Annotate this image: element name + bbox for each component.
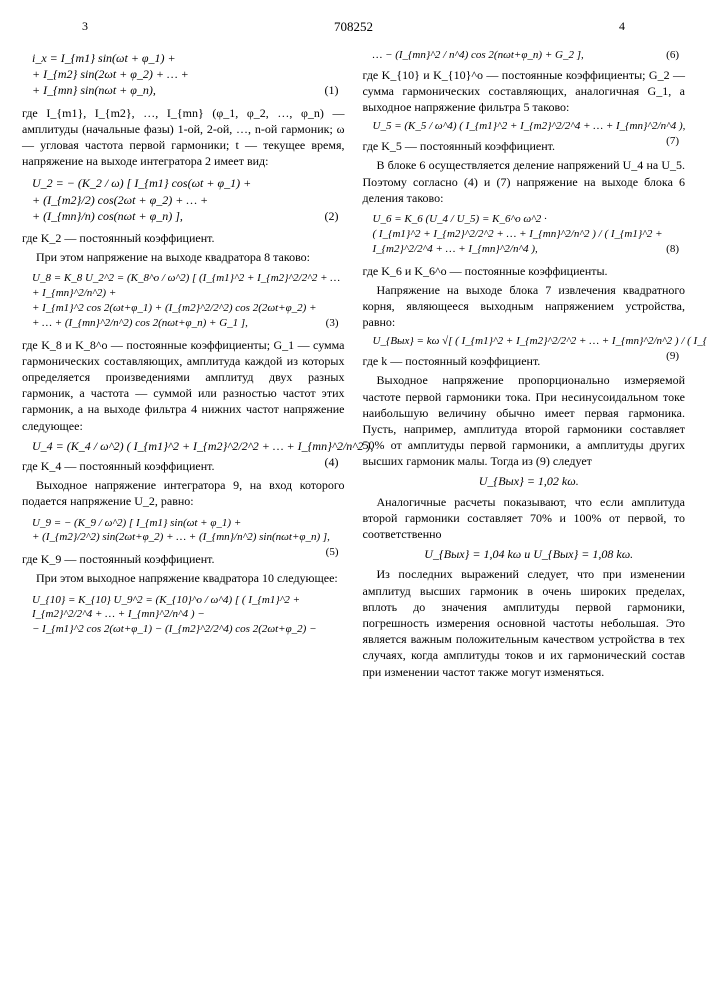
paragraph: где K_{10} и K_{10}^o — постоянные коэфф… xyxy=(363,67,686,116)
paragraph: Выходное напряжение интегратора 9, на вх… xyxy=(22,477,345,509)
eq-line: + (I_{m2}/2) cos(2ωt + φ_2) + … + xyxy=(32,192,345,208)
eq-text: U_{Вых} = kω √[ ( I_{m1}^2 + I_{m2}^2/2^… xyxy=(373,335,707,347)
patent-number: 708252 xyxy=(334,18,373,36)
equation-2: U_2 = − (K_2 / ω) [ I_{m1} cos(ωt + φ_1)… xyxy=(32,175,345,224)
equation-7: U_5 = (K_5 / ω^4) ( I_{m1}^2 + I_{m2}^2/… xyxy=(373,119,686,134)
eq-number: (6) xyxy=(666,48,679,63)
equation-11: U_{Вых} = 1,04 kω и U_{Вых} = 1,08 kω. xyxy=(373,546,686,562)
eq-number: (4) xyxy=(325,454,339,470)
eq-line: + I_{mn} sin(nωt + φ_n), (1) xyxy=(32,82,345,98)
paragraph: Выходное напряжение пропорционально изме… xyxy=(363,372,686,469)
eq-line: ( I_{m1}^2 + I_{m2}^2/2^2 + … + I_{mn}^2… xyxy=(373,227,686,257)
eq-line: U_{10} = K_{10} U_9^2 = (K_{10}^o / ω^4)… xyxy=(32,593,345,623)
paragraph: Аналогичные расчеты показывают, что если… xyxy=(363,494,686,543)
right-column: … − (I_{mn}^2 / n^4) cos 2(nωt+φ_n) + G_… xyxy=(363,44,686,683)
eq-text: ( I_{m1}^2 + I_{m2}^2/2^2 + … + I_{mn}^2… xyxy=(373,228,663,255)
equation-10: U_{Вых} = 1,02 kω. xyxy=(373,473,686,489)
eq-text: U_4 = (K_4 / ω^2) ( I_{m1}^2 + I_{m2}^2/… xyxy=(32,439,373,453)
eq-line: U_6 = K_6 (U_4 / U_5) = K_6^o ω^2 · xyxy=(373,212,686,227)
equation-6-end: … − (I_{mn}^2 / n^4) cos 2(nωt+φ_n) + G_… xyxy=(373,48,686,63)
paragraph: где K_4 — постоянный коэффициент. xyxy=(22,458,345,474)
eq-line: − I_{m1}^2 cos 2(ωt+φ_1) − (I_{m2}^2/2^4… xyxy=(32,622,345,637)
equation-6-start: U_{10} = K_{10} U_9^2 = (K_{10}^o / ω^4)… xyxy=(32,593,345,638)
eq-text: U_{Вых} = 1,04 kω и U_{Вых} = 1,08 kω. xyxy=(424,547,633,561)
paragraph: где K_9 — постоянный коэффициент. xyxy=(22,551,345,567)
equation-3: U_8 = K_8 U_2^2 = (K_8^o / ω^2) [ (I_{m1… xyxy=(32,271,345,330)
equation-8: U_6 = K_6 (U_4 / U_5) = K_6^o ω^2 · ( I_… xyxy=(373,212,686,257)
eq-line: + … + (I_{mn}^2/n^2) cos 2(nωt+φ_n) + G_… xyxy=(32,316,345,331)
eq-number: (9) xyxy=(666,349,679,364)
content-columns: i_x = I_{m1} sin(ωt + φ_1) + + I_{m2} si… xyxy=(22,44,685,683)
right-page-number: 4 xyxy=(619,18,625,34)
paragraph: где K_8 и K_8^o — постоянные коэффициент… xyxy=(22,337,345,434)
eq-line: U_2 = − (K_2 / ω) [ I_{m1} cos(ωt + φ_1)… xyxy=(32,175,345,191)
paragraph: В блоке 6 осуществляется деление напряже… xyxy=(363,157,686,206)
equation-5: U_9 = − (K_9 / ω^2) [ I_{m1} sin(ωt + φ_… xyxy=(32,516,345,546)
eq-line: + (I_{mn}/n) cos(nωt + φ_n) ], (2) xyxy=(32,208,345,224)
equation-1: i_x = I_{m1} sin(ωt + φ_1) + + I_{m2} si… xyxy=(32,50,345,99)
eq-line: + (I_{m2}/2^2) sin(2ωt+φ_2) + … + (I_{mn… xyxy=(32,530,345,545)
eq-text: … − (I_{mn}^2 / n^4) cos 2(nωt+φ_n) + G_… xyxy=(373,49,584,61)
eq-line: + I_{m1}^2 cos 2(ωt+φ_1) + (I_{m2}^2/2^2… xyxy=(32,301,345,316)
eq-line: + I_{m2} sin(2ωt + φ_2) + … + xyxy=(32,66,345,82)
eq-number: (1) xyxy=(325,82,339,98)
left-page-number: 3 xyxy=(82,18,88,34)
page-header: 3 708252 4 xyxy=(22,18,685,36)
paragraph: При этом напряжение на выходе квадратора… xyxy=(22,249,345,265)
eq-line: U_9 = − (K_9 / ω^2) [ I_{m1} sin(ωt + φ_… xyxy=(32,516,345,531)
eq-number: (7) xyxy=(666,134,679,149)
eq-text: + (I_{m2}/2^2) sin(2ωt+φ_2) + … + (I_{mn… xyxy=(32,531,330,543)
paragraph: Напряжение на выходе блока 7 извлечения … xyxy=(363,282,686,331)
eq-number: (5) xyxy=(326,545,339,560)
eq-line: U_8 = K_8 U_2^2 = (K_8^o / ω^2) [ (I_{m1… xyxy=(32,271,345,301)
equation-4: U_4 = (K_4 / ω^2) ( I_{m1}^2 + I_{m2}^2/… xyxy=(32,438,345,454)
eq-line: i_x = I_{m1} sin(ωt + φ_1) + xyxy=(32,50,345,66)
paragraph: Из последних выражений следует, что при … xyxy=(363,566,686,679)
eq-text: + I_{mn} sin(nωt + φ_n), xyxy=(32,83,156,97)
paragraph: где K_2 — постоянный коэффициент. xyxy=(22,230,345,246)
paragraph: При этом выходное напряжение квадратора … xyxy=(22,570,345,586)
eq-text: U_{Вых} = 1,02 kω. xyxy=(479,474,579,488)
eq-number: (2) xyxy=(325,208,339,224)
paragraph: где I_{m1}, I_{m2}, …, I_{mn} (φ_1, φ_2,… xyxy=(22,105,345,170)
paragraph: где k — постоянный коэффициент. xyxy=(363,353,686,369)
equation-9: U_{Вых} = kω √[ ( I_{m1}^2 + I_{m2}^2/2^… xyxy=(373,334,686,349)
eq-text: U_5 = (K_5 / ω^4) ( I_{m1}^2 + I_{m2}^2/… xyxy=(373,120,686,132)
eq-text: + … + (I_{mn}^2/n^2) cos 2(nωt+φ_n) + G_… xyxy=(32,317,248,329)
paragraph: где K_5 — постоянный коэффициент. xyxy=(363,138,686,154)
paragraph: где K_6 и K_6^o — постоянные коэффициент… xyxy=(363,263,686,279)
left-column: i_x = I_{m1} sin(ωt + φ_1) + + I_{m2} si… xyxy=(22,44,345,683)
eq-number: (3) xyxy=(326,316,339,331)
eq-number: (8) xyxy=(666,242,679,257)
eq-text: + (I_{mn}/n) cos(nωt + φ_n) ], xyxy=(32,209,183,223)
